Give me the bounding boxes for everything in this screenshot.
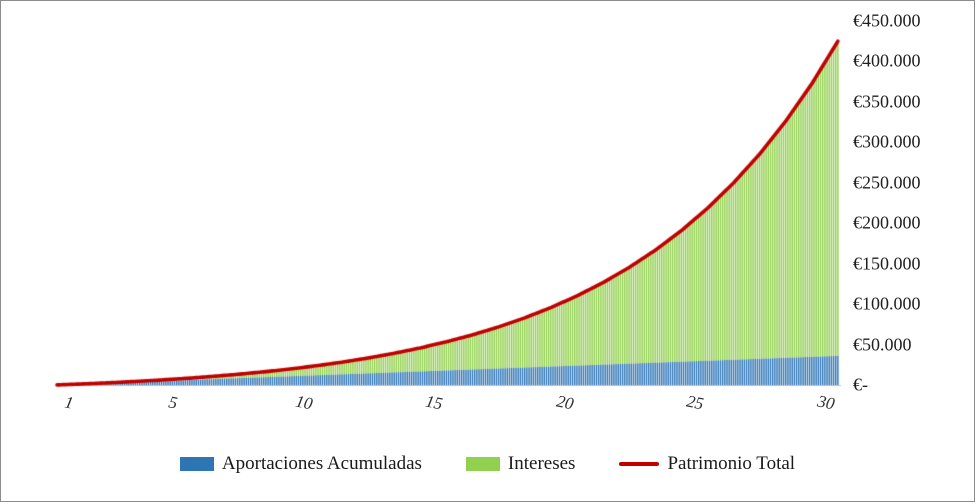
y-axis-tick-label: €250.000 bbox=[853, 172, 921, 193]
y-axis-tick-label: €150.000 bbox=[853, 253, 921, 274]
legend: Aportaciones Acumuladas Intereses Patrim… bbox=[1, 449, 974, 479]
legend-item-intereses[interactable]: Intereses bbox=[465, 453, 576, 475]
y-axis-tick-label: €- bbox=[853, 374, 868, 395]
legend-swatch-aportaciones-icon bbox=[179, 457, 214, 471]
legend-label-patrimonio: Patrimonio Total bbox=[667, 453, 796, 474]
legend-swatch-intereses-icon bbox=[465, 457, 500, 471]
y-axis-tick-label: €50.000 bbox=[853, 334, 912, 355]
legend-label-intereses: Intereses bbox=[507, 453, 576, 474]
y-axis-tick-label: €300.000 bbox=[853, 131, 921, 152]
y-axis-tick-label: €200.000 bbox=[853, 212, 921, 233]
legend-item-patrimonio-total[interactable]: Patrimonio Total bbox=[619, 453, 795, 475]
legend-label-aportaciones: Aportaciones Acumuladas bbox=[221, 453, 422, 474]
legend-swatch-patrimonio-icon bbox=[619, 462, 660, 466]
y-axis-tick-label: €350.000 bbox=[853, 91, 921, 112]
y-axis-tick-label: €100.000 bbox=[853, 293, 921, 314]
y-axis-tick-label: €400.000 bbox=[853, 50, 921, 71]
y-axis-tick-label: €450.000 bbox=[853, 10, 921, 31]
legend-item-aportaciones-acumuladas[interactable]: Aportaciones Acumuladas bbox=[179, 453, 422, 475]
